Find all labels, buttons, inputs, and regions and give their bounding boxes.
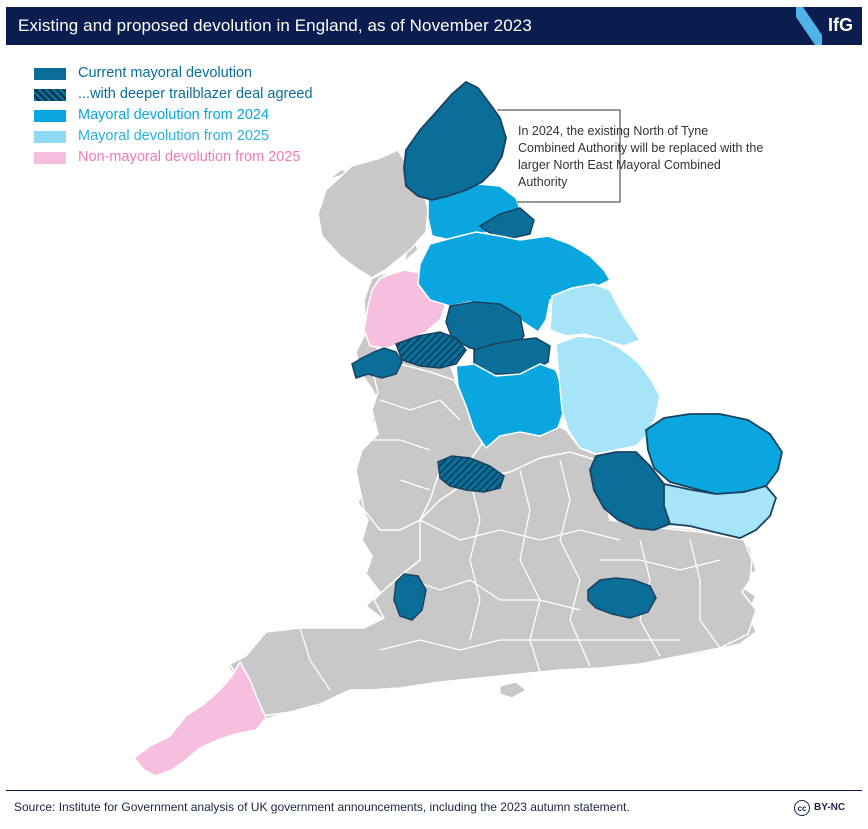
legend-swatch <box>34 68 66 80</box>
chart-title: Existing and proposed devolution in Engl… <box>18 16 532 35</box>
callout-bracket <box>497 109 621 203</box>
region-west-midlands <box>437 455 505 493</box>
legend-swatch <box>34 89 66 101</box>
legend-swatch <box>34 110 66 122</box>
region-west-of-england <box>393 573 427 621</box>
region-isle-of-wight <box>499 681 528 699</box>
region-cumbria <box>317 149 429 279</box>
region-cambridgeshire <box>589 451 672 531</box>
footer-divider <box>6 790 862 791</box>
region-greater-london <box>587 577 657 619</box>
region-suffolk <box>661 482 778 539</box>
license-text: BY-NC <box>814 802 846 813</box>
legend-label: Mayoral devolution from 2025 <box>78 128 270 144</box>
ifg-logo: IfG <box>828 15 853 35</box>
legend-label: Current mayoral devolution <box>78 65 253 81</box>
legend-swatch <box>34 131 66 143</box>
legend-label: Non-mayoral devolution from 2025 <box>78 149 301 165</box>
county-boundaries <box>299 399 721 691</box>
cc-icon: cc <box>794 800 810 816</box>
region-lincolnshire <box>555 335 661 455</box>
region-liverpool <box>351 347 403 379</box>
legend-label: Mayoral devolution from 2024 <box>78 107 270 123</box>
region-east-midlands <box>455 363 565 450</box>
legend-label: ...with deeper trailblazer deal agreed <box>78 86 313 102</box>
region-norfolk <box>645 413 783 495</box>
callout-annotation: In 2024, the existing North of Tyne Comb… <box>518 124 764 189</box>
legend-swatch <box>34 152 66 164</box>
region-north-of-tyne <box>403 80 507 201</box>
chart-header: Existing and proposed devolution in Engl… <box>6 7 862 45</box>
ifg-slash-icon <box>796 7 822 45</box>
region-hull-east-yorkshire <box>549 283 642 347</box>
source-note: Source: Institute for Government analysi… <box>14 800 630 814</box>
region-greater-manchester <box>395 331 467 369</box>
region-cornwall <box>132 660 267 777</box>
